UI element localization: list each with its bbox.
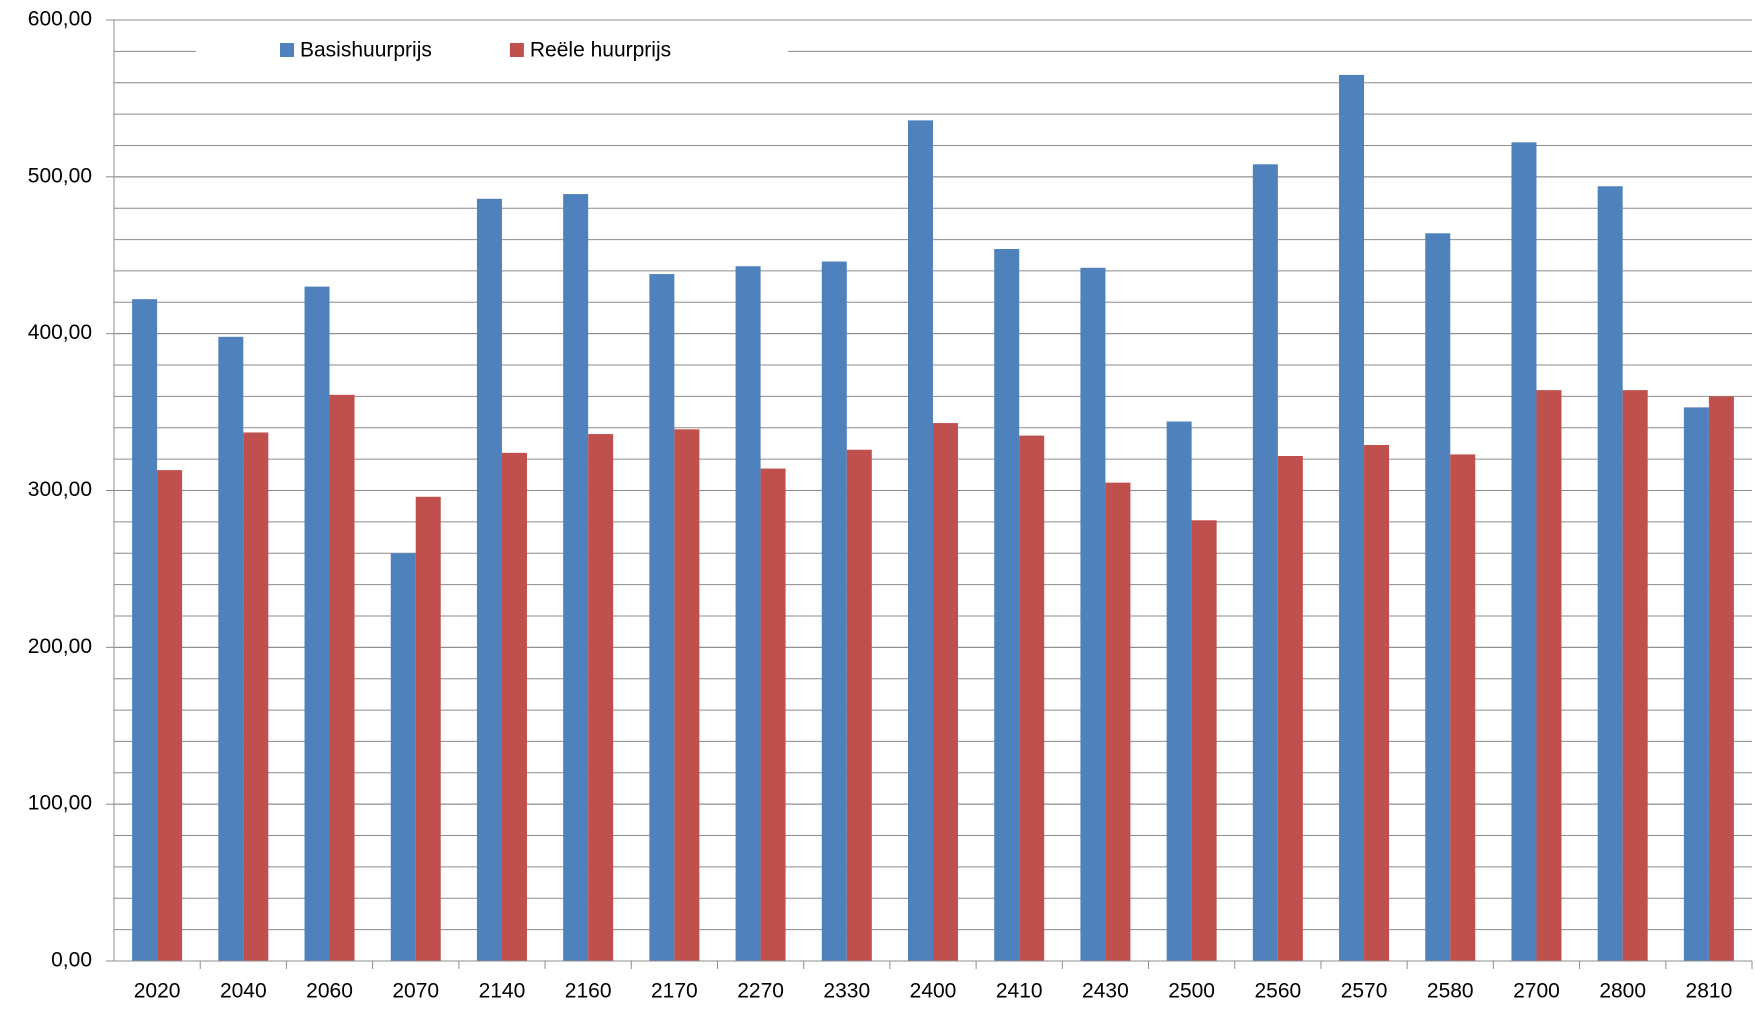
bar <box>1597 186 1623 961</box>
bar <box>1105 482 1131 961</box>
x-tick-label: 2270 <box>737 980 784 1003</box>
x-tick-label: 2430 <box>1082 980 1129 1003</box>
bar <box>390 553 416 961</box>
x-tick-label: 2070 <box>392 980 439 1003</box>
legend-swatch <box>280 43 294 57</box>
bar <box>846 449 872 961</box>
bar <box>329 394 355 961</box>
y-tick-label: 500,00 <box>28 164 92 187</box>
y-tick-label: 600,00 <box>28 8 92 31</box>
bar <box>994 248 1020 961</box>
bar <box>933 423 959 962</box>
x-tick-label: 2800 <box>1599 980 1646 1003</box>
bar <box>1622 390 1648 961</box>
bar <box>588 434 614 961</box>
bar <box>735 266 761 961</box>
legend-swatch <box>509 43 524 57</box>
bar <box>821 261 847 962</box>
y-tick-label: 0,00 <box>51 949 92 972</box>
bar <box>1450 454 1476 961</box>
bar <box>1425 233 1451 961</box>
x-tick-label: 2500 <box>1168 980 1215 1003</box>
legend-label: Reële huurprijs <box>530 39 671 62</box>
bar <box>501 452 527 961</box>
x-tick-label: 2060 <box>306 980 353 1003</box>
bar <box>907 120 933 961</box>
bar <box>243 432 269 961</box>
x-tick-label: 2040 <box>220 980 267 1003</box>
x-tick-label: 2410 <box>996 980 1043 1003</box>
bar <box>1080 267 1106 962</box>
y-tick-label: 400,00 <box>28 321 92 344</box>
bar <box>1252 164 1278 961</box>
bar <box>1511 142 1537 961</box>
x-tick-label: 2330 <box>823 980 870 1003</box>
bar <box>1019 435 1045 961</box>
bar <box>563 194 589 961</box>
x-tick-label: 2020 <box>134 980 181 1003</box>
bar <box>218 336 244 961</box>
bar <box>1708 396 1734 961</box>
bar <box>132 299 158 961</box>
bar <box>1683 407 1709 962</box>
y-tick-label: 300,00 <box>28 478 92 501</box>
x-tick-label: 2160 <box>565 980 612 1003</box>
x-tick-label: 2140 <box>479 980 526 1003</box>
x-tick-label: 2170 <box>651 980 698 1003</box>
bar <box>649 274 675 961</box>
x-tick-label: 2810 <box>1686 980 1733 1003</box>
x-tick-label: 2570 <box>1341 980 1388 1003</box>
bar <box>1536 390 1562 961</box>
x-tick-label: 2400 <box>910 980 957 1003</box>
y-tick-label: 100,00 <box>28 792 92 815</box>
bar <box>1277 455 1303 961</box>
bar <box>1166 421 1192 961</box>
x-tick-label: 2560 <box>1254 980 1301 1003</box>
legend-box <box>196 34 788 68</box>
bar <box>1339 74 1365 962</box>
bar <box>760 468 786 961</box>
y-tick-label: 200,00 <box>28 635 92 658</box>
x-tick-label: 2580 <box>1427 980 1474 1003</box>
bar <box>157 470 183 961</box>
bar <box>415 496 441 961</box>
bar <box>1364 445 1390 962</box>
bar <box>1191 520 1217 961</box>
bar <box>304 286 330 961</box>
x-tick-label: 2700 <box>1513 980 1560 1003</box>
bar <box>476 198 502 962</box>
legend-label: Basishuurprijs <box>300 39 432 62</box>
bar <box>674 429 700 962</box>
